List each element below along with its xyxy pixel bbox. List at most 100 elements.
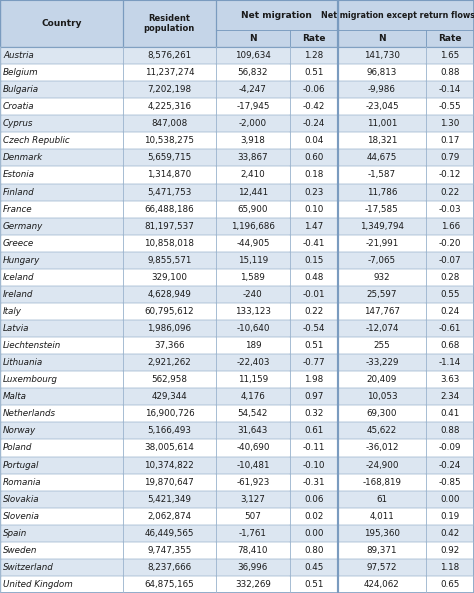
Text: 1,349,794: 1,349,794 [360,222,404,231]
Text: Latvia: Latvia [3,324,29,333]
Bar [337,218,426,235]
Bar [426,422,474,439]
Text: 0.68: 0.68 [440,341,460,350]
Bar [426,132,474,149]
Bar [0,200,123,218]
Text: 507: 507 [245,512,261,521]
Text: 10,538,275: 10,538,275 [145,136,194,145]
Bar [0,490,123,508]
Text: -1,587: -1,587 [368,170,396,180]
Text: 9,855,571: 9,855,571 [147,256,191,265]
Text: 0.00: 0.00 [440,495,460,503]
Bar [426,269,474,286]
Bar [290,132,337,149]
Text: 1.65: 1.65 [440,51,460,60]
Bar [123,269,216,286]
Text: 0.06: 0.06 [304,495,323,503]
Bar [123,508,216,525]
Bar [123,167,216,183]
Text: 5,421,349: 5,421,349 [147,495,191,503]
Bar [337,576,426,593]
Text: Net migration: Net migration [241,11,312,20]
Bar [290,422,337,439]
Text: Rate: Rate [302,34,326,43]
Bar [216,286,290,303]
Text: Cyprus: Cyprus [3,119,33,128]
Bar [426,320,474,337]
Bar [337,439,426,457]
Bar [426,167,474,183]
Bar [123,115,216,132]
Text: 0.88: 0.88 [440,426,460,435]
Bar [216,30,290,47]
Bar [337,252,426,269]
Bar [0,64,123,81]
Text: -240: -240 [243,290,263,299]
Text: -1.14: -1.14 [439,358,461,367]
Text: 1.30: 1.30 [440,119,460,128]
Text: 133,123: 133,123 [235,307,271,316]
Text: -0.09: -0.09 [439,444,461,452]
Text: 66,488,186: 66,488,186 [145,205,194,213]
Bar [0,98,123,115]
Text: -0.06: -0.06 [302,85,325,94]
Text: 97,572: 97,572 [367,563,397,572]
Bar [337,474,426,490]
Text: 1.98: 1.98 [304,375,323,384]
Text: 332,269: 332,269 [235,580,271,589]
Text: 0.17: 0.17 [440,136,460,145]
Bar [216,132,290,149]
Bar [123,576,216,593]
Text: 10,374,822: 10,374,822 [145,461,194,470]
Bar [123,559,216,576]
Text: 0.04: 0.04 [304,136,323,145]
Bar [426,559,474,576]
Text: -0.42: -0.42 [302,102,325,111]
Bar [290,525,337,542]
Text: 429,344: 429,344 [152,393,187,401]
Text: 10,858,018: 10,858,018 [145,239,194,248]
Text: 4,176: 4,176 [240,393,265,401]
Bar [337,559,426,576]
Text: 255: 255 [374,341,390,350]
Text: 0.48: 0.48 [304,273,323,282]
Text: 0.51: 0.51 [304,68,323,77]
Bar [123,132,216,149]
Text: 1.28: 1.28 [304,51,323,60]
Bar [426,183,474,200]
Text: -0.20: -0.20 [439,239,461,248]
Text: -0.11: -0.11 [302,444,325,452]
Text: Germany: Germany [3,222,43,231]
Bar [216,269,290,286]
Bar [0,525,123,542]
Text: 3,127: 3,127 [240,495,265,503]
Bar [426,490,474,508]
Text: 0.51: 0.51 [304,341,323,350]
Text: 562,958: 562,958 [151,375,187,384]
Text: 147,767: 147,767 [364,307,400,316]
Bar [123,218,216,235]
Bar [216,235,290,252]
Text: Slovenia: Slovenia [3,512,40,521]
Bar [290,183,337,200]
Text: 5,166,493: 5,166,493 [147,426,191,435]
Bar [426,474,474,490]
Text: 1,589: 1,589 [240,273,265,282]
Text: Portugal: Portugal [3,461,39,470]
Bar [0,183,123,200]
Text: 0.41: 0.41 [440,409,460,418]
Text: 424,062: 424,062 [364,580,400,589]
Text: 20,409: 20,409 [367,375,397,384]
Bar [123,525,216,542]
Text: 37,366: 37,366 [154,341,184,350]
Text: 0.61: 0.61 [304,426,323,435]
Text: Iceland: Iceland [3,273,35,282]
Text: 56,832: 56,832 [237,68,268,77]
Text: 81,197,537: 81,197,537 [145,222,194,231]
Bar [123,286,216,303]
Text: 38,005,614: 38,005,614 [145,444,194,452]
Text: 33,867: 33,867 [237,154,268,162]
Text: 31,643: 31,643 [238,426,268,435]
Bar [337,422,426,439]
Text: N: N [378,34,386,43]
